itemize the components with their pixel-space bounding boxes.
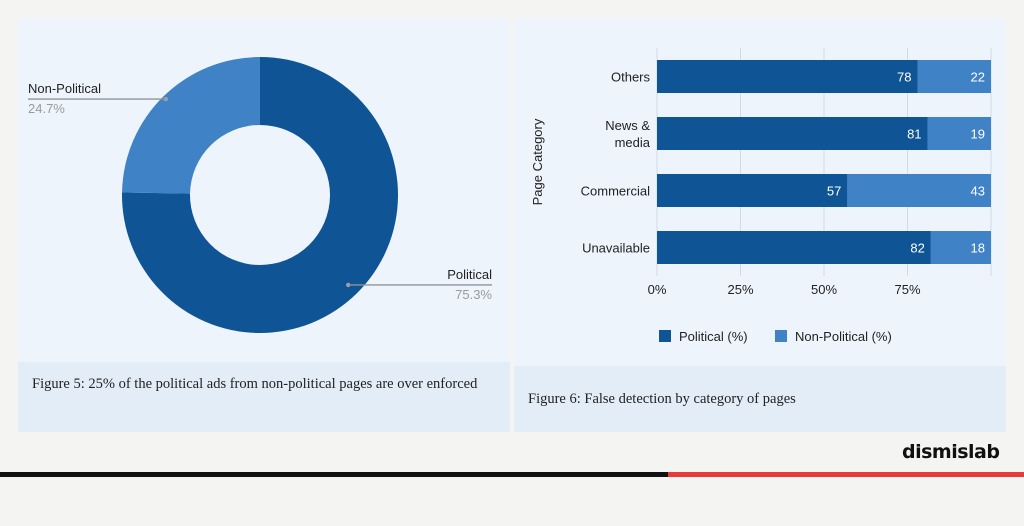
bar-non-political bbox=[930, 231, 991, 264]
figure6-caption: Figure 6: False detection by category of… bbox=[514, 366, 1006, 432]
bar-value-label: 82 bbox=[910, 241, 924, 256]
label-political: Political bbox=[447, 267, 492, 282]
bar-value-label: 19 bbox=[971, 127, 985, 142]
bar-non-political bbox=[927, 117, 991, 150]
donut-slice-non-political bbox=[122, 56, 261, 194]
figure6-panel: 0% 25% 50% 75% 78 22 Others 81 19 News & media 57 43… bbox=[514, 18, 1006, 432]
bar-political bbox=[657, 60, 918, 93]
category-label: Unavailable bbox=[582, 241, 650, 256]
bar-non-political bbox=[847, 174, 991, 207]
bar-political bbox=[657, 117, 928, 150]
bar-value-label: 81 bbox=[907, 127, 921, 142]
brand-logo: dismislab bbox=[902, 441, 1000, 463]
x-tick-label: 50% bbox=[811, 282, 837, 297]
bar-value-label: 22 bbox=[971, 70, 985, 85]
footer-rule-red bbox=[668, 472, 1024, 477]
bar-political bbox=[657, 174, 848, 207]
bar-value-label: 78 bbox=[897, 70, 911, 85]
legend-label: Non-Political (%) bbox=[795, 329, 892, 344]
figure5-panel: Political 75.3% Non-Political 24.7% Figure … bbox=[18, 18, 510, 432]
y-axis-title: Page Category bbox=[530, 118, 545, 205]
category-label: Others bbox=[611, 70, 651, 85]
stacked-bar-chart: 0% 25% 50% 75% 78 22 Others 81 19 News & media 57 43… bbox=[530, 48, 992, 344]
bar-value-label: 18 bbox=[971, 241, 985, 256]
bar-non-political bbox=[917, 60, 991, 93]
value-political: 75.3% bbox=[455, 287, 492, 302]
footer-rule-black bbox=[0, 472, 668, 477]
x-tick-label: 25% bbox=[727, 282, 753, 297]
donut-slice-political bbox=[121, 57, 398, 333]
legend-swatch-political bbox=[659, 330, 671, 342]
figure5-caption: Figure 5: 25% of the political ads from … bbox=[18, 362, 510, 432]
label-non-political: Non-Political bbox=[28, 81, 101, 96]
category-label: Commercial bbox=[581, 184, 650, 199]
legend-swatch-non-political bbox=[775, 330, 787, 342]
bar-value-label: 57 bbox=[827, 184, 841, 199]
category-label: News & media bbox=[605, 118, 651, 150]
x-tick-label: 75% bbox=[894, 282, 920, 297]
value-non-political: 24.7% bbox=[28, 101, 65, 116]
leader-dot-political bbox=[346, 282, 351, 288]
bar-political bbox=[657, 231, 931, 264]
donut-chart: Political 75.3% Non-Political 24.7% bbox=[28, 56, 492, 333]
x-tick-label: 0% bbox=[648, 282, 667, 297]
bar-value-label: 43 bbox=[971, 184, 985, 199]
legend-label: Political (%) bbox=[679, 329, 748, 344]
